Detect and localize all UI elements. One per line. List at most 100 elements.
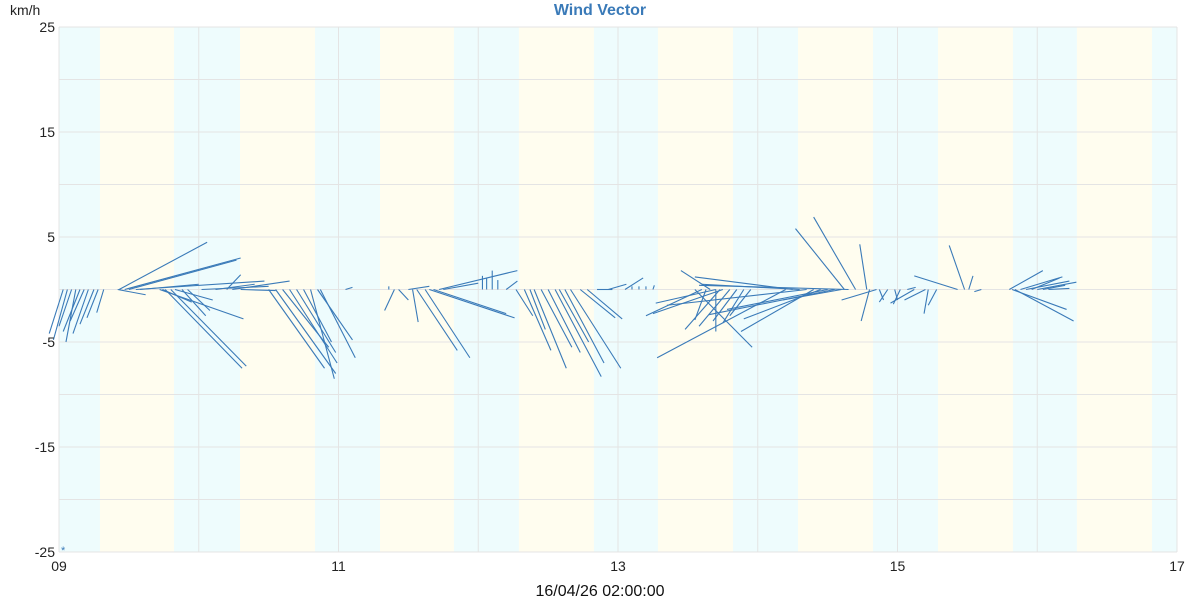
wind-vector: [296, 289, 337, 353]
wind-vector: [1011, 288, 1067, 310]
wind-vector: [398, 289, 409, 301]
wind-vector: [726, 288, 828, 310]
wind-vector: [118, 241, 208, 290]
wind-vector: [923, 289, 929, 314]
wind-vector: [48, 289, 64, 334]
wind-vector: [164, 289, 243, 369]
wind-vector: [52, 289, 68, 341]
wind-vector: [79, 289, 95, 325]
wind-vector: [666, 288, 807, 306]
wind-vector: [533, 289, 567, 369]
wind-vector: [813, 216, 857, 290]
wind-vector: [72, 289, 89, 334]
wind-vector: [117, 288, 146, 296]
wind-vector: [515, 289, 534, 317]
wind-vector: [384, 289, 395, 311]
wind-vector: [684, 289, 721, 330]
wind-vector: [187, 289, 211, 311]
wind-vector: [564, 289, 605, 364]
wind-vector: [890, 289, 915, 304]
wind-vector: [547, 289, 581, 353]
wind-vector: [841, 288, 877, 301]
y-tick-label: -5: [43, 334, 56, 350]
y-tick-label: 15: [39, 124, 55, 140]
wind-vector: [859, 244, 868, 290]
wind-vector: [586, 289, 623, 320]
x-tick-label: 17: [1169, 558, 1185, 574]
wind-vector: [1014, 289, 1074, 322]
wind-vector: [907, 286, 916, 291]
wind-vector: [579, 289, 616, 319]
x-tick-label: 13: [610, 558, 626, 574]
wind-vector: [927, 289, 938, 306]
y-tick-label: 25: [39, 19, 55, 35]
y-tick-label: -25: [35, 544, 55, 560]
wind-vector: [1009, 270, 1044, 290]
wind-vector: [782, 288, 842, 301]
wind-vector: [140, 283, 199, 291]
wind-vector: [540, 289, 573, 348]
wind-vector: [795, 228, 845, 290]
wind-vector: [529, 289, 546, 330]
wind-vector: [505, 280, 518, 290]
wind-vector: [58, 289, 73, 327]
wind-vector: [656, 289, 786, 359]
wind-vector: [655, 288, 716, 304]
wind-vector: [904, 289, 926, 301]
wind-vector: [345, 286, 353, 291]
wind-vector: [570, 289, 622, 369]
wind-vector: [968, 275, 974, 290]
wind-vector: [226, 274, 242, 290]
wind-vector: [608, 283, 627, 291]
wind-vector: [729, 289, 752, 317]
x-axis-timestamp-label: 16/04/26 02:00:00: [535, 583, 665, 600]
wind-vector: [317, 289, 353, 341]
wind-vector: [652, 288, 723, 315]
wind-vector: [215, 283, 255, 291]
grid-lines: [58, 26, 1178, 553]
wind-vector: [69, 289, 85, 322]
x-tick-label: 15: [890, 558, 906, 574]
wind-vector: [268, 289, 325, 369]
wind-vector: [289, 289, 338, 364]
wind-vector: [319, 289, 356, 359]
wind-vector: [201, 285, 269, 291]
wind-vector: [310, 289, 335, 379]
wind-vector: [680, 270, 711, 290]
wind-vector: [62, 289, 81, 332]
wind-vector: [438, 270, 518, 291]
wind-vector: [412, 289, 419, 323]
wind-vector: [275, 289, 337, 374]
x-tick-label: 11: [331, 558, 346, 574]
wind-vector: [974, 288, 982, 293]
wind-vectors: [48, 216, 1077, 379]
data-marker: *: [61, 545, 66, 557]
wind-vector: [948, 245, 966, 290]
wind-vector: [624, 277, 644, 290]
wind-vector: [523, 289, 552, 351]
wind-vector: [708, 288, 835, 316]
wind-vector: [1048, 287, 1070, 291]
wind-vector: [1020, 276, 1063, 291]
wind-vector: [892, 289, 901, 305]
wind-vector: [894, 289, 899, 301]
wind-vector: [645, 289, 703, 317]
wind-vector: [554, 289, 602, 377]
wind-vector: [878, 289, 885, 301]
wind-vector: [65, 289, 77, 343]
wind-vector: [181, 289, 207, 317]
y-tick-label: 5: [47, 229, 55, 245]
wind-vector: [712, 289, 738, 322]
wind-vector: [86, 289, 99, 319]
wind-vector: [698, 289, 731, 327]
wind-vector: [914, 275, 958, 291]
y-axis-unit-label: km/h: [10, 2, 41, 18]
wind-vector: [694, 289, 707, 321]
wind-vector: [722, 289, 745, 324]
wind-vector: [124, 257, 241, 291]
wind-vector: [170, 289, 247, 367]
wind-vector: [1042, 284, 1066, 291]
wind-vector: [429, 288, 515, 319]
wind-vector: [878, 289, 889, 303]
